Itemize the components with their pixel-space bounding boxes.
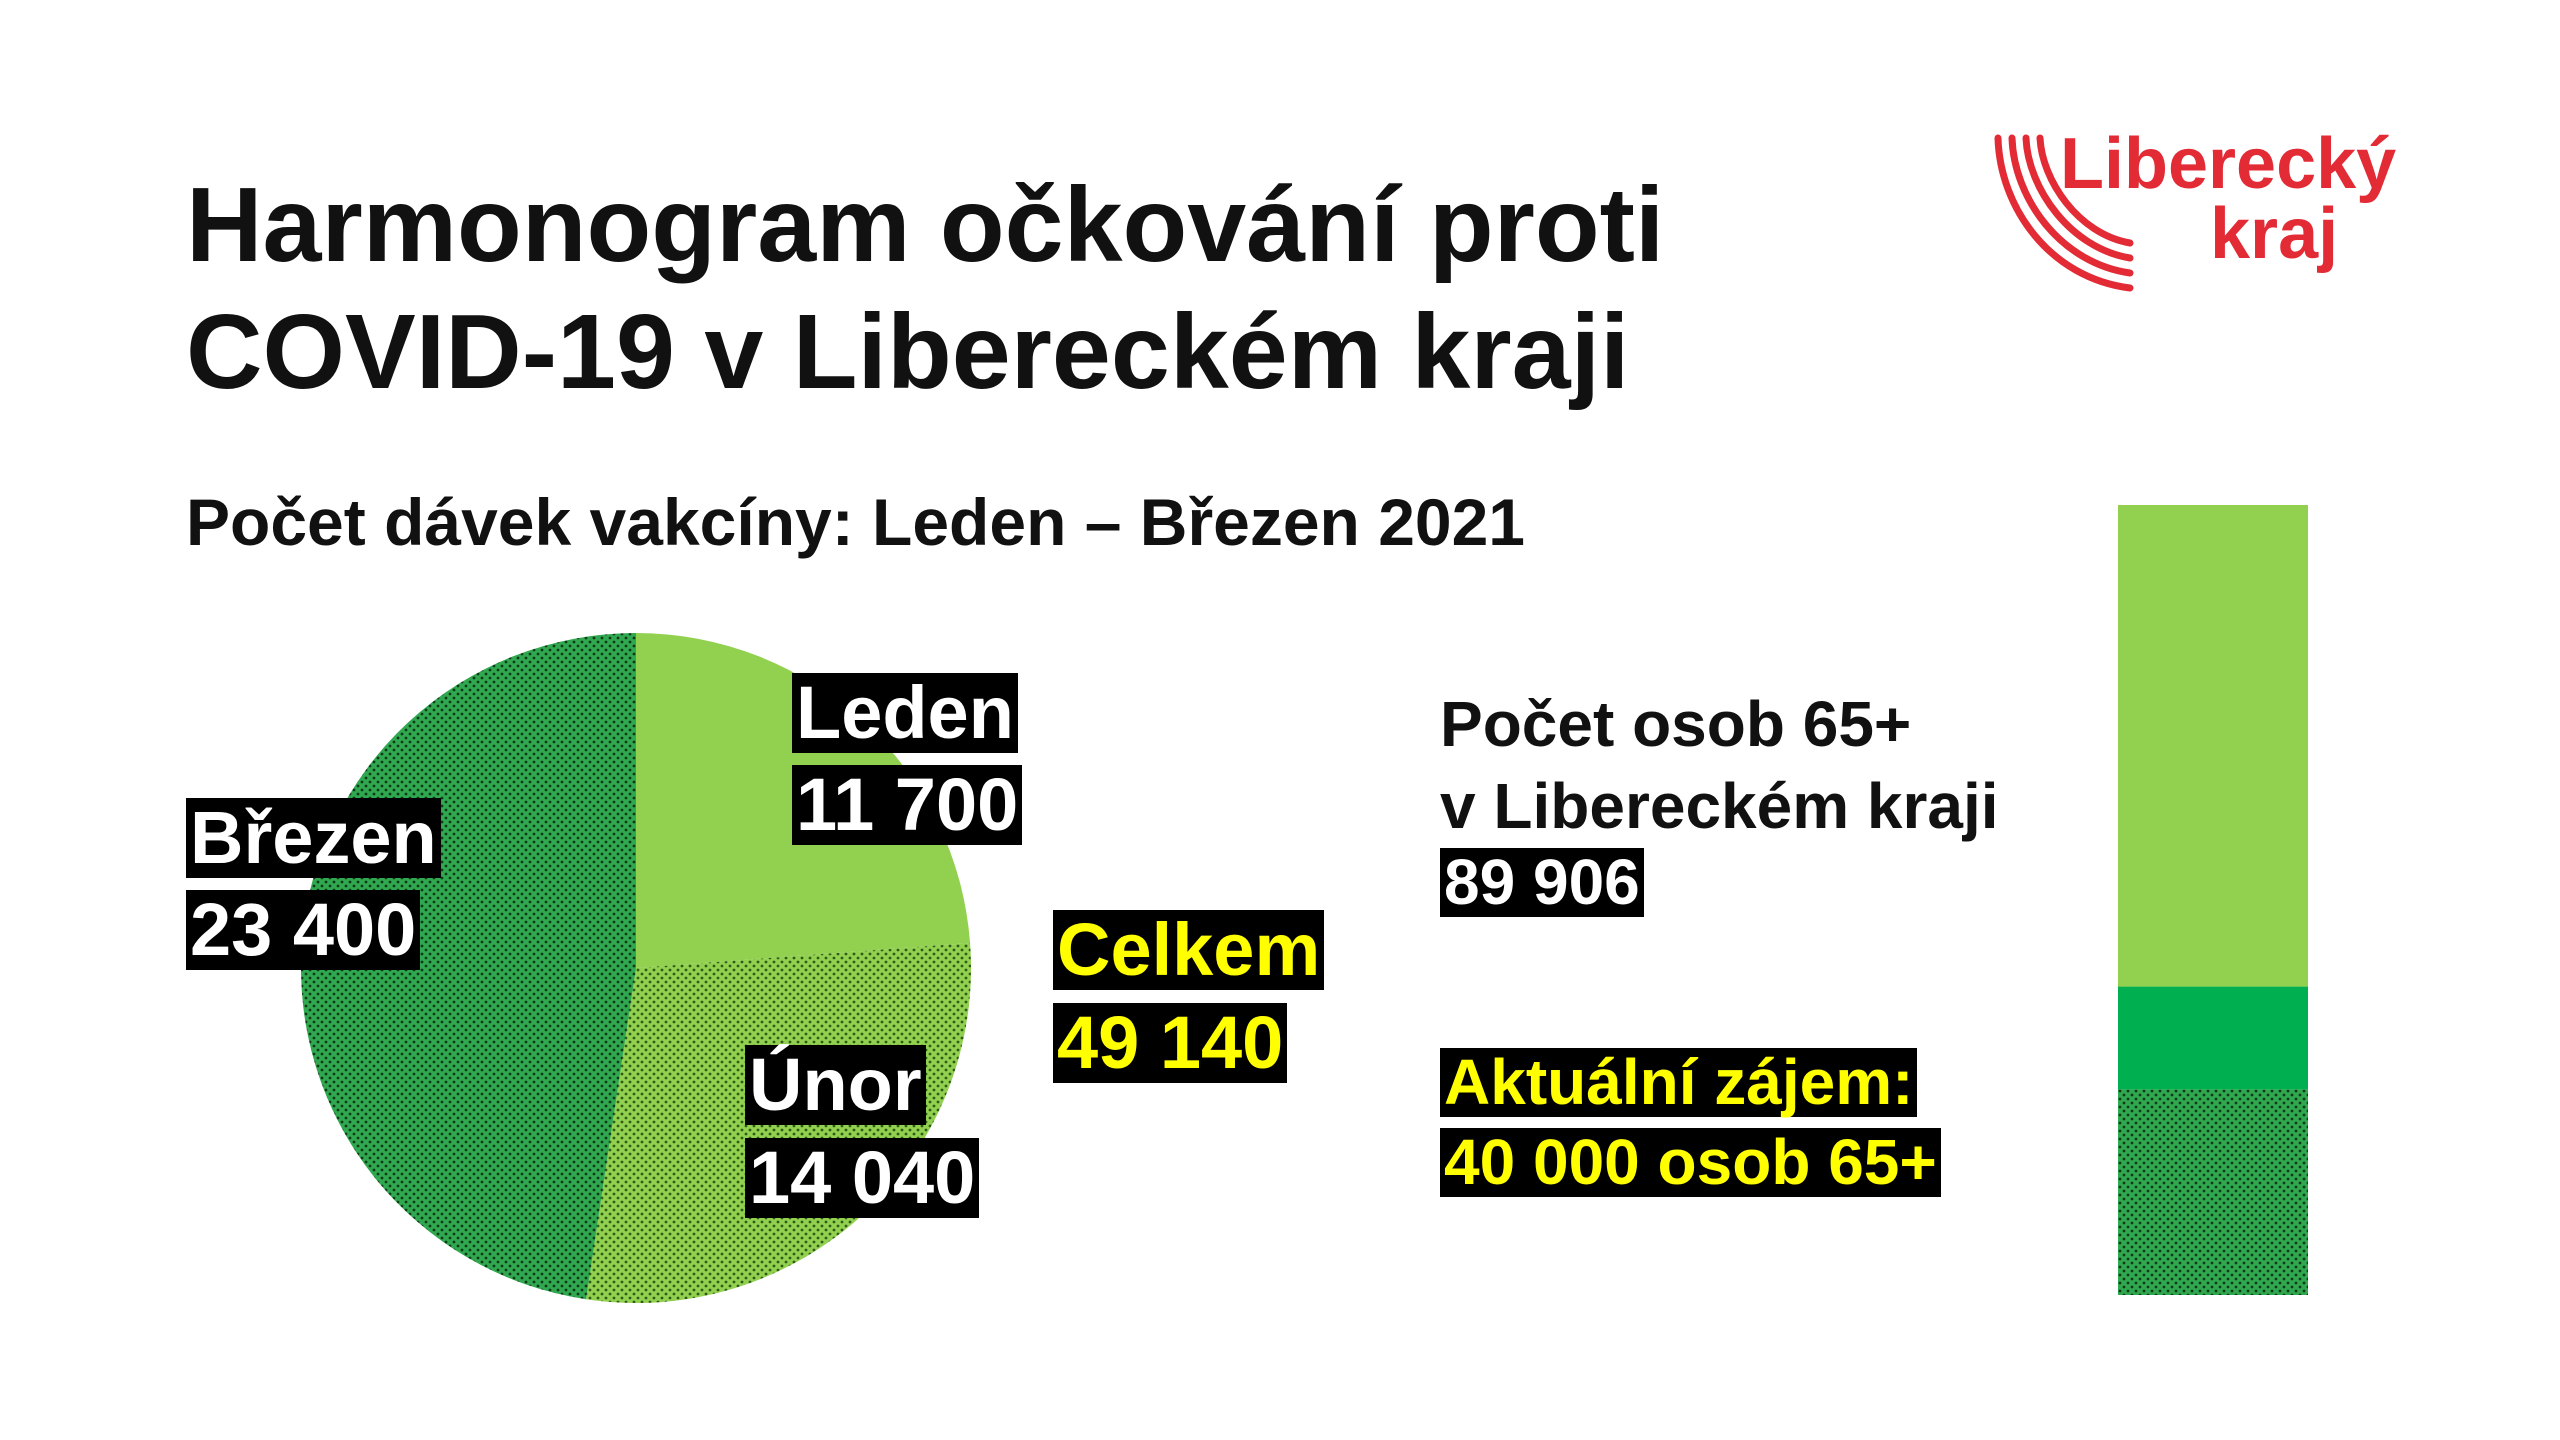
population-value: 89 906 — [1440, 847, 1644, 918]
bar-segment-0 — [2118, 1089, 2308, 1295]
slice-label-brezen: Březen — [186, 798, 441, 878]
total-label: Celkem — [1053, 910, 1325, 990]
logo-arcs-icon — [1994, 134, 2134, 292]
logo-line-2: kraj — [2210, 194, 2338, 274]
interest-label-line-2: 40 000 osob 65+ — [1440, 1127, 1941, 1198]
slice-value-unor: 14 040 — [745, 1138, 980, 1218]
page-title: Harmonogram očkování proti COVID-19 v Li… — [186, 162, 1664, 416]
slice-label-leden: Leden — [792, 673, 1018, 753]
title-line-2: COVID-19 v Libereckém kraji — [186, 293, 1630, 411]
slice-value-leden: 11 700 — [792, 765, 1023, 845]
title-line-1: Harmonogram očkování proti — [186, 166, 1665, 284]
population-stacked-bar — [2118, 505, 2308, 1295]
bar-segment-1 — [2118, 986, 2308, 1090]
logo-line-1: Liberecký — [2060, 128, 2396, 204]
bar-segments — [2118, 505, 2308, 1295]
slice-label-unor: Únor — [745, 1045, 926, 1125]
total-value: 49 140 — [1053, 1003, 1288, 1083]
interest-label-line-1: Aktuální zájem: — [1440, 1047, 1918, 1118]
chart-subtitle: Počet dávek vakcíny: Leden – Březen 2021 — [186, 485, 1526, 559]
population-label-line-2: v Libereckém kraji — [1440, 770, 1999, 842]
liberecky-kraj-logo: Liberecký kraj — [1994, 128, 2396, 292]
slice-value-brezen: 23 400 — [186, 890, 421, 970]
population-label-line-1: Počet osob 65+ — [1440, 688, 1912, 760]
bar-segment-2 — [2118, 505, 2308, 987]
